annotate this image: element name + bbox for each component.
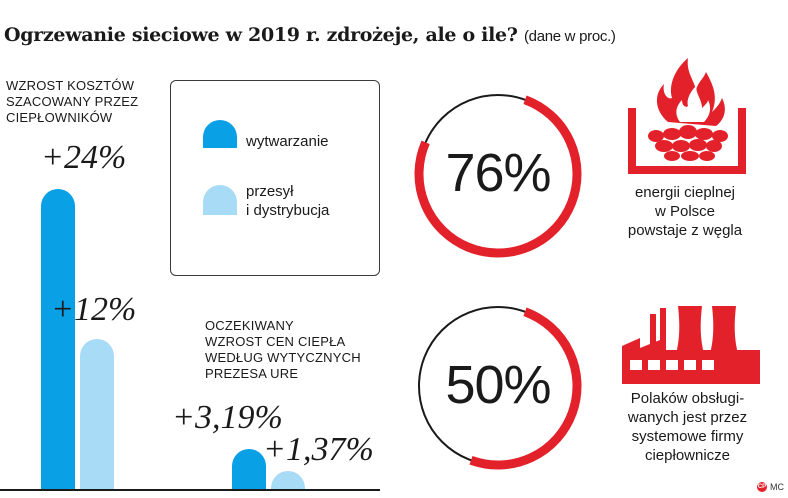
ring-chart-50: [418, 306, 582, 470]
mid-caption-line: PREZESA URE: [205, 366, 299, 381]
desc-line: Polaków obsługi-: [630, 390, 745, 407]
desc-line: energii cieplnej: [634, 184, 736, 201]
stat-76-label: 76%: [445, 143, 551, 203]
title-unit: (dane w proc.): [523, 28, 616, 45]
desc-line: w Polsce: [654, 203, 716, 220]
mid-caption-line: OCZEKIWANY: [205, 318, 294, 333]
mid-caption-line: WEDŁUG WYTYCZNYCH: [205, 350, 361, 365]
bar-przesyl-g1: [80, 339, 114, 489]
bar-value-label: +24%: [41, 139, 127, 176]
legend-label-line: przesył: [246, 183, 294, 200]
footer: CP MC: [757, 482, 784, 492]
desc-line: powstaje z węgla: [627, 222, 743, 239]
title-text: Ogrzewanie sieciowe w 2019 r. zdrożeje, …: [4, 24, 518, 46]
legend-label-wytwarzanie: wytwarzanie: [246, 133, 329, 150]
stat-50-desc: Polaków obsługi- wanych jest przez syste…: [605, 389, 770, 465]
ring-arc: [414, 95, 582, 258]
legend-swatch-wytwarzanie: [203, 120, 237, 148]
legend-label-line: i dystrybucja: [246, 202, 330, 219]
legend-label-przesyl: przesył i dystrybucja: [246, 182, 329, 220]
left-caption: WZROST KOSZTÓW SZACOWANY PRZEZ CIEPŁOWNI…: [6, 78, 138, 126]
desc-line: wanych jest przez: [627, 409, 748, 426]
power-plant-icon: [622, 306, 760, 384]
mid-caption: OCZEKIWANY WZROST CEN CIEPŁA WEDŁUG WYTY…: [205, 318, 361, 382]
ring-chart-76: [414, 94, 582, 258]
left-caption-line: SZACOWANY PRZEZ: [6, 94, 139, 109]
stat-50-label: 50%: [445, 355, 551, 415]
chart-baseline: [0, 489, 380, 491]
bar-wytwarzanie-g2: [232, 449, 266, 489]
bar-przesyl-g2: [271, 471, 305, 489]
left-caption-line: CIEPŁOWNIKÓW: [6, 110, 113, 125]
legend-swatch-przesyl: [203, 185, 237, 215]
page-title: Ogrzewanie sieciowe w 2019 r. zdrożeje, …: [4, 24, 616, 46]
author: MC: [770, 482, 784, 492]
mid-caption-line: WZROST CEN CIEPŁA: [205, 334, 346, 349]
logo-icon: CP: [757, 482, 767, 492]
bar-wytwarzanie-g1: [41, 189, 75, 489]
bar-value-label: +12%: [51, 291, 137, 328]
bar-value-label: +3,19%: [172, 399, 283, 437]
legend: [170, 80, 380, 276]
ring-arc: [469, 307, 582, 470]
bar-value-label: +1,37%: [263, 431, 374, 468]
desc-line: ciepłownicze: [644, 447, 731, 464]
desc-line: systemowe firmy: [631, 428, 744, 445]
stat-76-desc: energii cieplnej w Polsce powstaje z węg…: [610, 183, 760, 240]
fire-coal-icon: [628, 58, 746, 174]
left-caption-line: WZROST KOSZTÓW: [6, 78, 135, 93]
